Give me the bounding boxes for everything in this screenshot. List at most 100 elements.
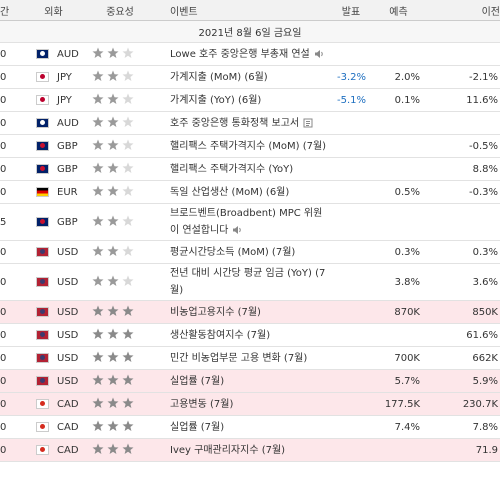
flag-emblem [40, 74, 45, 79]
star [92, 215, 104, 226]
importance-stars [92, 275, 134, 286]
column-header: 외화 [22, 0, 85, 21]
star [107, 185, 119, 196]
star [92, 305, 104, 316]
event-cell: 가계지출 (YoY) (6월) [155, 88, 330, 112]
forecast [372, 323, 425, 347]
currency-cell: CAD [22, 392, 85, 416]
currency: CAD [57, 398, 79, 410]
event-row: 0 USD 평균시간당소득 (MoM) (7월) 0.3% 0.3% [0, 240, 500, 264]
speaker-icon [233, 226, 242, 234]
event-row: 0 GBP 핼리팩스 주택가격지수 (MoM) (7월) -0.5% [0, 134, 500, 158]
star [122, 245, 134, 256]
currency-cell: USD [22, 346, 85, 370]
star [107, 116, 119, 127]
flag [36, 246, 49, 257]
event-cell: Lowe 호주 중앙은행 부총재 연설 [155, 42, 330, 66]
actual: -3.2% [330, 65, 372, 89]
star [122, 162, 134, 173]
event-row: 0 JPY 가계지출 (YoY) (6월) -5.1% 0.1% 11.6% [0, 88, 500, 112]
importance-stars [92, 116, 134, 127]
flag-emblem [40, 424, 45, 429]
importance-stars [92, 374, 134, 385]
previous: 5.9% [425, 369, 500, 393]
time: 0 [0, 346, 22, 370]
column-header: 중요성 [85, 0, 155, 21]
icon-shape [239, 227, 242, 233]
flag-emblem [40, 249, 45, 254]
importance-cell [85, 42, 155, 66]
header-row: 간 외화 중요성 이벤트 발표 예측 이전 [0, 0, 500, 21]
forecast [372, 157, 425, 181]
currency-cell: AUD [22, 111, 85, 135]
currency-cell: GBP [22, 134, 85, 158]
actual [330, 392, 372, 416]
importance-cell [85, 88, 155, 112]
previous: 662K [425, 346, 500, 370]
currency: USD [57, 246, 79, 258]
currency-cell: USD [22, 240, 85, 264]
forecast: 3.8% [372, 263, 425, 301]
flag [36, 163, 49, 174]
star [92, 420, 104, 431]
event-cell: 독일 산업생산 (MoM) (6월) [155, 180, 330, 204]
previous: 61.6% [425, 323, 500, 347]
forecast: 7.4% [372, 415, 425, 439]
forecast [372, 111, 425, 135]
column-header: 이벤트 [155, 0, 330, 21]
star [92, 70, 104, 81]
star [107, 305, 119, 316]
event-name: 브로드벤트(Broadbent) MPC 위원이 연설합니다 [170, 208, 323, 236]
currency-cell: JPY [22, 88, 85, 112]
star [122, 185, 134, 196]
actual [330, 134, 372, 158]
currency: GBP [57, 140, 78, 152]
currency: USD [57, 306, 79, 318]
time: 0 [0, 65, 22, 89]
star [107, 162, 119, 173]
star [107, 328, 119, 339]
event-row: 0 USD 전년 대비 시간당 평균 임금 (YoY) (7월) 3.8% 3.6% [0, 263, 500, 301]
event-name: Lowe 호주 중앙은행 부총재 연설 [170, 48, 310, 60]
actual [330, 203, 372, 241]
flag [36, 216, 49, 227]
event-name: 고용변동 (7월) [170, 398, 234, 410]
importance-cell [85, 369, 155, 393]
star [122, 139, 134, 150]
time: 0 [0, 180, 22, 204]
event-row: 0 JPY 가계지출 (MoM) (6월) -3.2% 2.0% -2.1% [0, 65, 500, 89]
star [122, 275, 134, 286]
importance-cell [85, 111, 155, 135]
importance-stars [92, 185, 134, 196]
flag-emblem [40, 401, 45, 406]
forecast: 5.7% [372, 369, 425, 393]
event-name: 핼리팩스 주택가격지수 (MoM) (7월) [170, 140, 327, 152]
currency: USD [57, 375, 79, 387]
date-row: 2021년 8월 6일 금요일 [0, 20, 500, 43]
event-cell: 민간 비농업부문 고용 변화 (7월) [155, 346, 330, 370]
time: 0 [0, 300, 22, 324]
time: 0 [0, 369, 22, 393]
star [92, 275, 104, 286]
star [92, 397, 104, 408]
forecast: 0.1% [372, 88, 425, 112]
currency-cell: AUD [22, 42, 85, 66]
time: 0 [0, 134, 22, 158]
flag [36, 421, 49, 432]
currency: CAD [57, 444, 79, 456]
previous: -2.1% [425, 65, 500, 89]
flag [36, 276, 49, 287]
flag-emblem [40, 332, 45, 337]
event-cell: 가계지출 (MoM) (6월) [155, 65, 330, 89]
star [122, 70, 134, 81]
forecast: 0.5% [372, 180, 425, 204]
importance-stars [92, 305, 134, 316]
star [122, 420, 134, 431]
importance-stars [92, 93, 134, 104]
currency: GBP [57, 163, 78, 175]
currency-cell: USD [22, 300, 85, 324]
importance-cell [85, 263, 155, 301]
flag-emblem [40, 97, 45, 102]
star [107, 420, 119, 431]
